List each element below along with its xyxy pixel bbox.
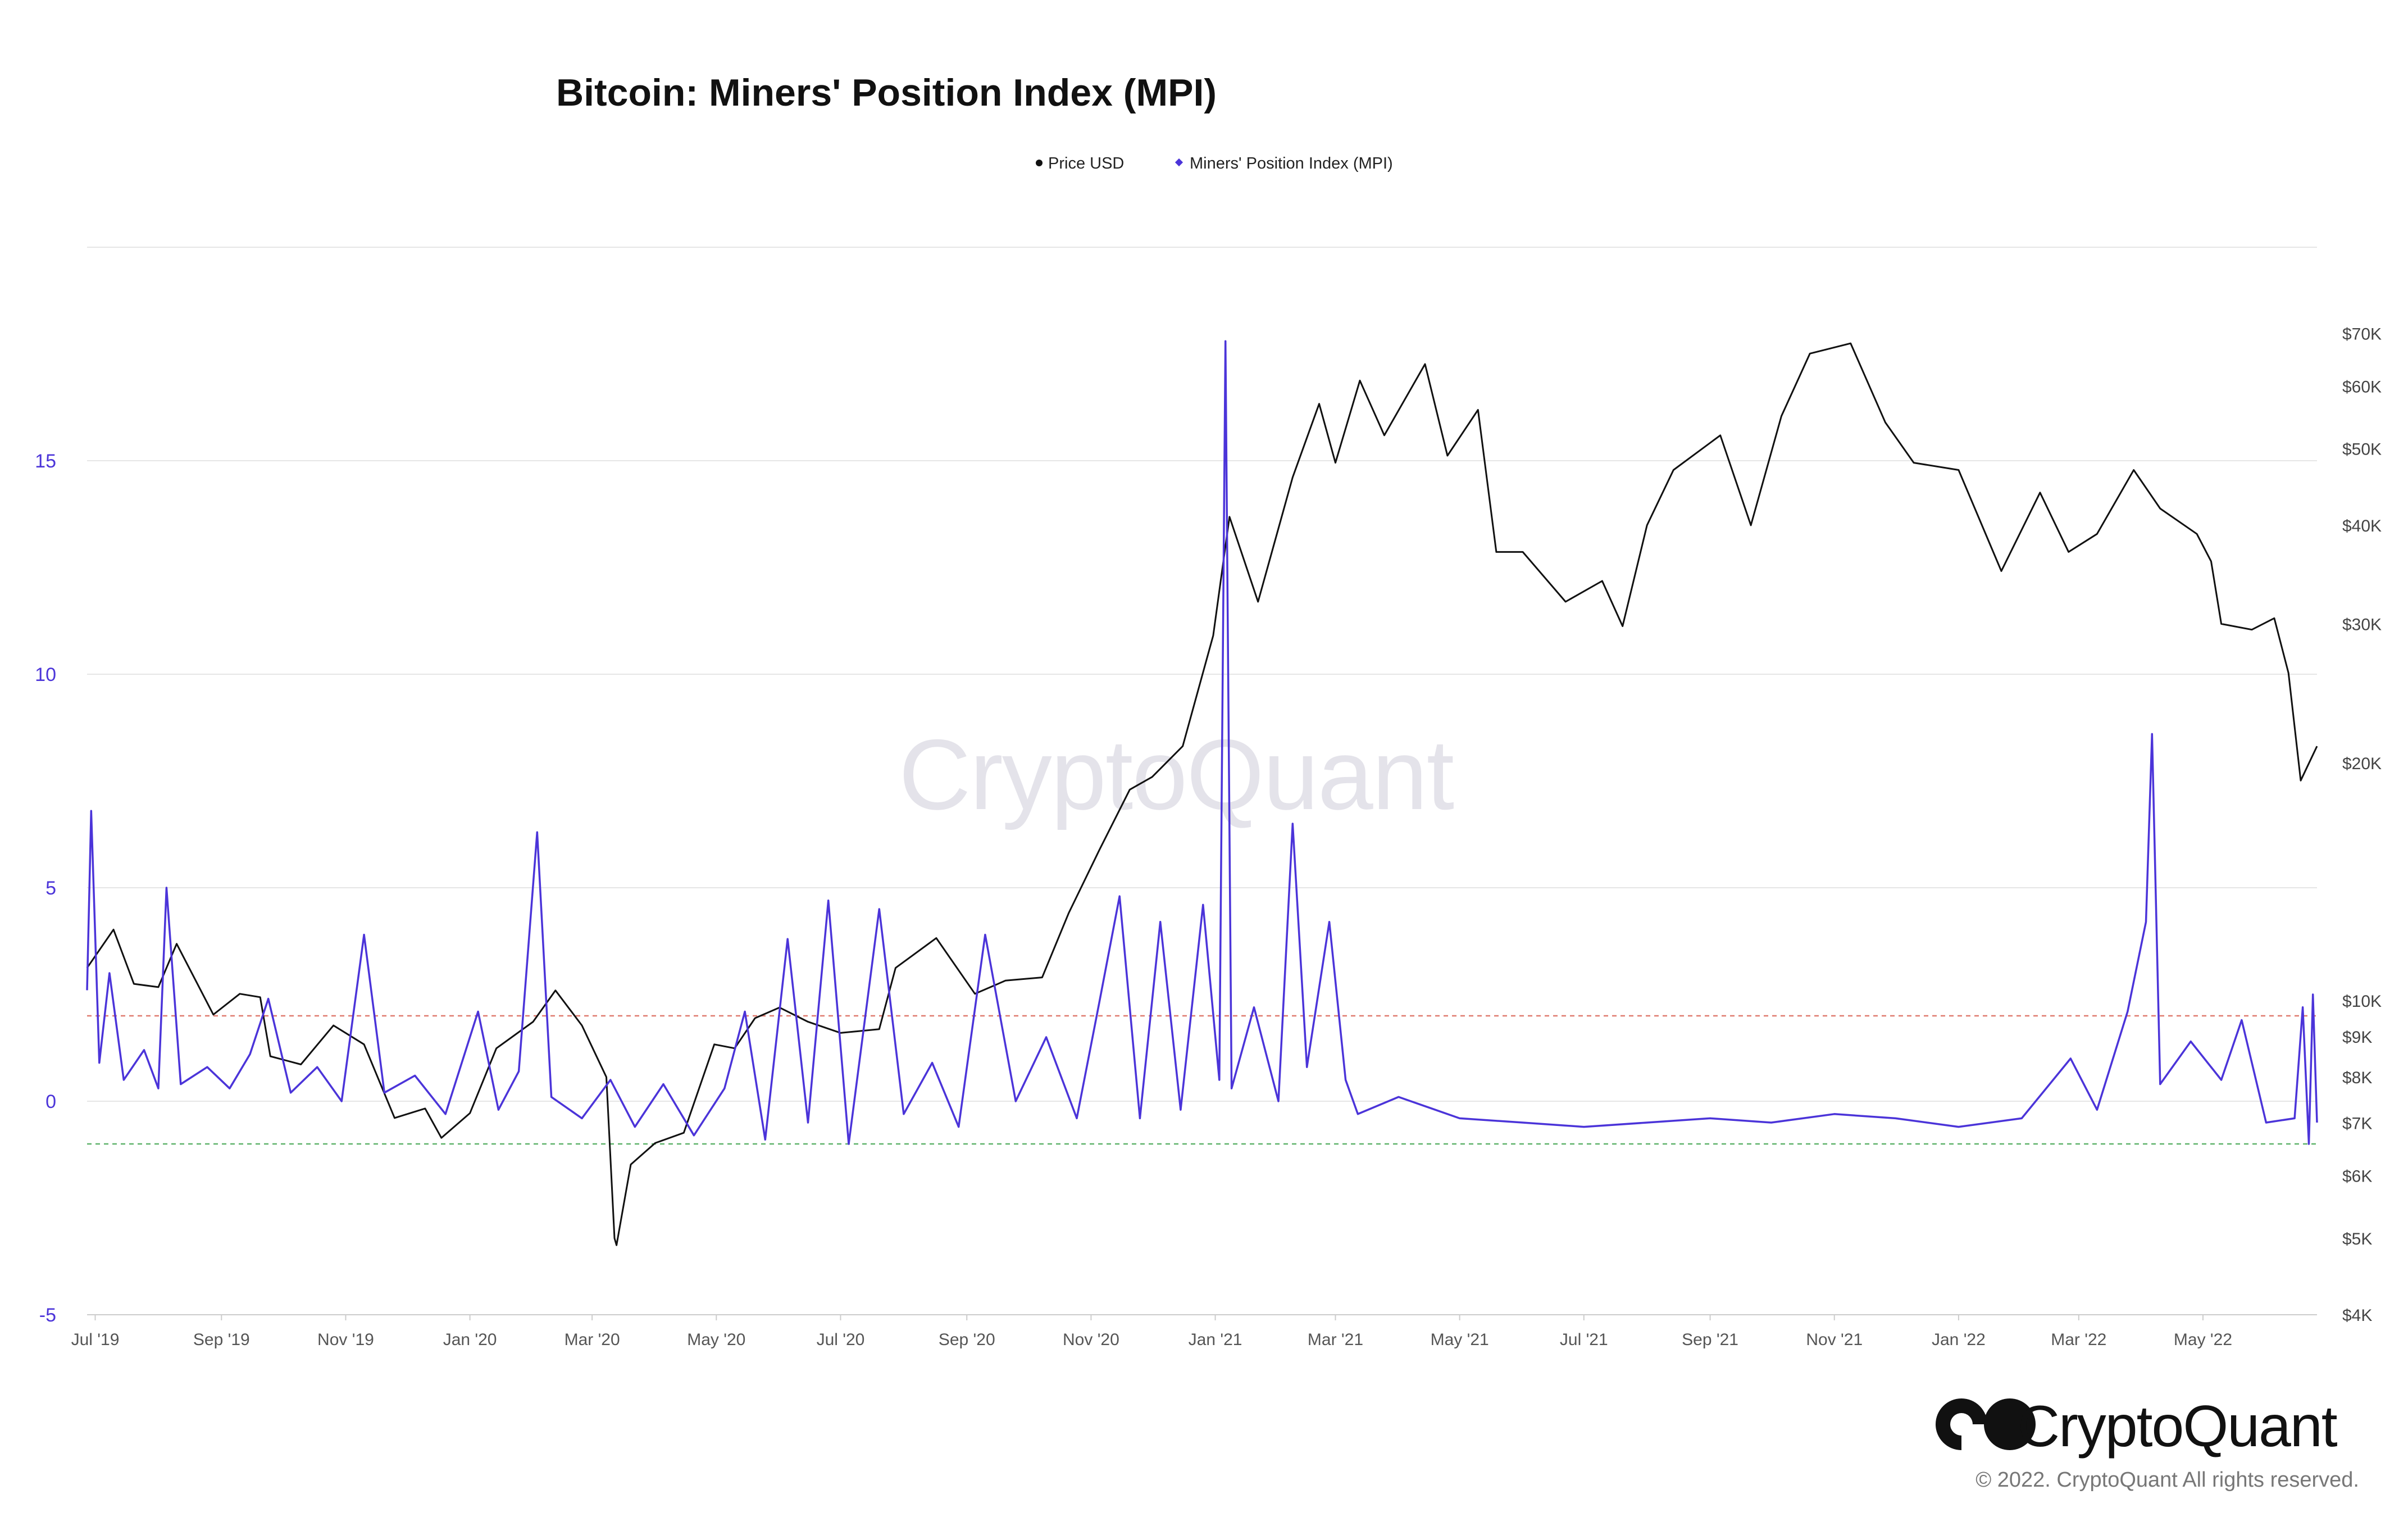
right-axis-tick-label: $50K [2342, 440, 2382, 459]
x-axis-tick-label: Jul '21 [1560, 1330, 1608, 1349]
brand-logo: CryptoQuant [1936, 1394, 2339, 1459]
x-axis-tick-label: May '21 [1431, 1330, 1489, 1349]
chart-title: Bitcoin: Miners' Position Index (MPI) [556, 71, 1217, 114]
right-axis-tick-label: $9K [2342, 1028, 2372, 1047]
right-axis-tick-label: $5K [2342, 1230, 2372, 1248]
right-axis-tick-label: $6K [2342, 1168, 2372, 1186]
legend-price-marker [1036, 160, 1043, 166]
mpi-series-line [86, 340, 2318, 1145]
right-axis-tick-label: $20K [2342, 755, 2382, 773]
copyright-text: © 2022. CryptoQuant All rights reserved. [1975, 1468, 2359, 1492]
cryptoquant-logo-icon [1936, 1398, 2036, 1450]
watermark: CryptoQuant [899, 719, 1454, 830]
chart-legend: Price USD Miners' Position Index (MPI) [1036, 155, 1393, 172]
series-layer [86, 340, 2318, 1246]
x-axis-tick-label: Mar '22 [2051, 1330, 2106, 1349]
legend-price-label: Price USD [1048, 155, 1124, 172]
right-axis-tick-label: $30K [2342, 615, 2382, 634]
legend-mpi-label: Miners' Position Index (MPI) [1190, 155, 1393, 172]
legend-item-price[interactable]: Price USD [1036, 155, 1124, 172]
x-axis-tick-label: Nov '20 [1063, 1330, 1119, 1349]
x-axis-tick-label: Sep '19 [193, 1330, 250, 1349]
x-axis-tick-label: Nov '19 [317, 1330, 374, 1349]
right-axis-tick-label: $40K [2342, 517, 2382, 535]
right-axis: $4K $5K $6K $7K $8K $9K $10K $20K $30K $40K $50K $6… [2342, 325, 2382, 1325]
left-axis-tick-label: 5 [45, 878, 56, 899]
legend-item-mpi[interactable]: Miners' Position Index (MPI) [1175, 155, 1393, 172]
x-axis-tick-label: Mar '20 [565, 1330, 620, 1349]
left-axis: -5 0 5 10 15 [35, 451, 56, 1326]
x-axis-tick-label: Mar '21 [1308, 1330, 1363, 1349]
reference-lines [87, 1015, 2317, 1145]
x-axis-tick-label: Nov '21 [1806, 1330, 1863, 1349]
x-axis-tick-label: May '20 [687, 1330, 745, 1349]
right-axis-tick-label: $8K [2342, 1069, 2372, 1087]
x-axis-tick-label: Jul '19 [71, 1330, 120, 1349]
right-axis-tick-label: $4K [2342, 1306, 2372, 1325]
x-axis-tick-label: May '22 [2174, 1330, 2232, 1349]
right-axis-tick-label: $7K [2342, 1114, 2372, 1133]
right-axis-tick-label: $10K [2342, 992, 2382, 1011]
x-axis: Jul '19 Sep '19 Nov '19 Jan '20 Mar '20 May '… [71, 1314, 2317, 1349]
left-axis-tick-label: -5 [39, 1305, 56, 1326]
price-series-line [86, 342, 2318, 1246]
left-axis-tick-label: 10 [35, 664, 56, 685]
x-axis-tick-label: Jul '20 [817, 1330, 865, 1349]
x-axis-tick-label: Sep '21 [1682, 1330, 1738, 1349]
x-axis-tick-label: Sep '20 [939, 1330, 995, 1349]
left-axis-tick-label: 15 [35, 451, 56, 472]
right-axis-tick-label: $70K [2342, 325, 2382, 343]
right-axis-tick-label: $60K [2342, 378, 2382, 396]
x-axis-tick-label: Jan '20 [443, 1330, 497, 1349]
left-axis-tick-label: 0 [45, 1091, 56, 1112]
x-axis-tick-label: Jan '21 [1189, 1330, 1242, 1349]
x-axis-tick-label: Jan '22 [1932, 1330, 1986, 1349]
brand-name: CryptoQuant [2018, 1394, 2338, 1459]
